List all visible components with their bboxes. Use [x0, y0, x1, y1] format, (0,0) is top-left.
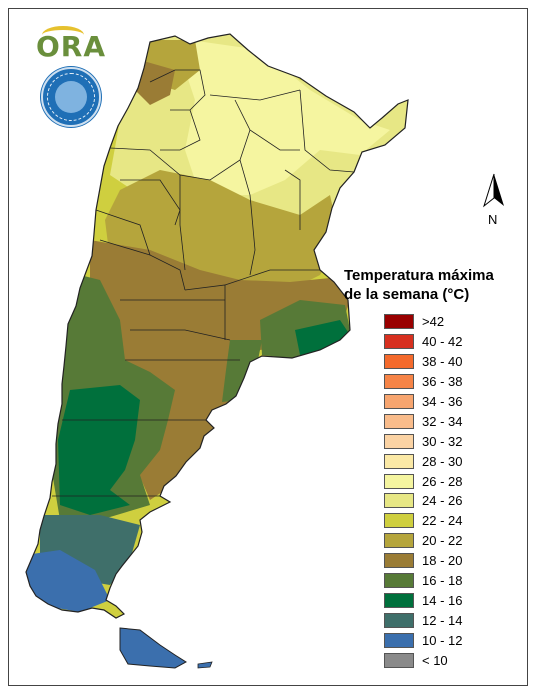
legend-label: 14 - 16	[422, 592, 463, 608]
legend-item: 26 - 28	[384, 471, 504, 491]
legend-item: 24 - 26	[384, 491, 504, 511]
legend-swatch	[384, 394, 414, 409]
zone-26-28	[185, 40, 390, 195]
legend: Temperatura máxima de la semana (°C) >42…	[344, 266, 504, 670]
legend-swatch	[384, 513, 414, 529]
north-arrow: N	[478, 170, 518, 230]
legend-label: 40 - 42	[422, 334, 463, 350]
legend-item: 10 - 12	[384, 630, 504, 650]
legend-label: 16 - 18	[422, 573, 463, 589]
legend-title-line1: Temperatura máxima	[344, 267, 494, 284]
legend-label: 32 - 34	[422, 413, 463, 429]
legend-swatch	[384, 533, 414, 549]
legend-label: 34 - 36	[422, 394, 463, 409]
legend-title-line2: de la semana (°C)	[344, 286, 470, 303]
legend-item: 32 - 34	[384, 411, 504, 431]
zone-16-18-bahia	[222, 340, 262, 402]
legend-item: 40 - 42	[384, 332, 504, 352]
legend-item: 12 - 14	[384, 610, 504, 630]
isla-de-los-estados	[197, 661, 213, 669]
legend-label: 26 - 28	[422, 473, 463, 489]
north-arrow-icon	[483, 173, 504, 208]
legend-label: 22 - 24	[422, 513, 463, 529]
legend-label: 18 - 20	[422, 553, 463, 569]
legend-swatch	[384, 413, 414, 429]
legend-swatch	[384, 612, 414, 628]
legend-label: 28 - 30	[422, 453, 463, 469]
zone-tierra-del-fuego	[119, 627, 187, 669]
legend-swatch	[384, 652, 414, 668]
zone-14-16-coast	[295, 320, 350, 355]
legend-swatch	[384, 473, 414, 489]
logo-swoosh	[42, 26, 84, 44]
legend-swatch	[384, 433, 414, 449]
legend-item: 18 - 20	[384, 551, 504, 571]
seal-center	[55, 81, 87, 113]
province-borders	[52, 69, 355, 497]
legend-swatch	[384, 493, 414, 509]
ora-logo: ORA	[36, 26, 110, 63]
legend-item: 34 - 36	[384, 392, 504, 412]
legend-swatch	[384, 553, 414, 569]
zone-18-20-nw	[135, 60, 175, 105]
legend-swatch	[384, 632, 414, 648]
smn-seal	[41, 67, 101, 127]
legend-item: 16 - 18	[384, 571, 504, 591]
zone-10-12	[26, 550, 110, 612]
legend-label: >42	[422, 314, 445, 330]
zone-14-16-patagonia	[58, 385, 140, 515]
legend-label: 36 - 38	[422, 374, 463, 390]
legend-swatch	[384, 334, 414, 350]
legend-item: 20 - 22	[384, 531, 504, 551]
legend-label: 12 - 14	[422, 612, 463, 628]
legend-label: < 10	[422, 652, 448, 668]
legend-label: 10 - 12	[422, 632, 463, 648]
legend-item: < 10	[384, 650, 504, 670]
legend-item: 14 - 16	[384, 590, 504, 610]
legend-item: 30 - 32	[384, 431, 504, 451]
legend-swatch	[384, 573, 414, 589]
legend-item: >42	[384, 312, 504, 332]
legend-swatch	[384, 354, 414, 370]
legend-label: 24 - 26	[422, 493, 463, 509]
logo-text: ORA	[36, 30, 107, 63]
legend-list: >42 40 - 42 38 - 40 36 - 38 34 - 36 32 - 34 30…	[384, 312, 504, 670]
legend-swatch	[384, 592, 414, 608]
legend-item: 22 - 24	[384, 511, 504, 531]
legend-label: 38 - 40	[422, 354, 463, 370]
legend-swatch	[384, 374, 414, 390]
legend-swatch	[384, 314, 414, 330]
legend-item: 28 - 30	[384, 451, 504, 471]
legend-item: 38 - 40	[384, 352, 504, 372]
legend-label: 30 - 32	[422, 433, 463, 449]
legend-swatch	[384, 453, 414, 469]
legend-item: 36 - 38	[384, 372, 504, 392]
legend-label: 20 - 22	[422, 533, 463, 549]
seal-ring	[47, 73, 95, 121]
north-label: N	[488, 212, 498, 227]
